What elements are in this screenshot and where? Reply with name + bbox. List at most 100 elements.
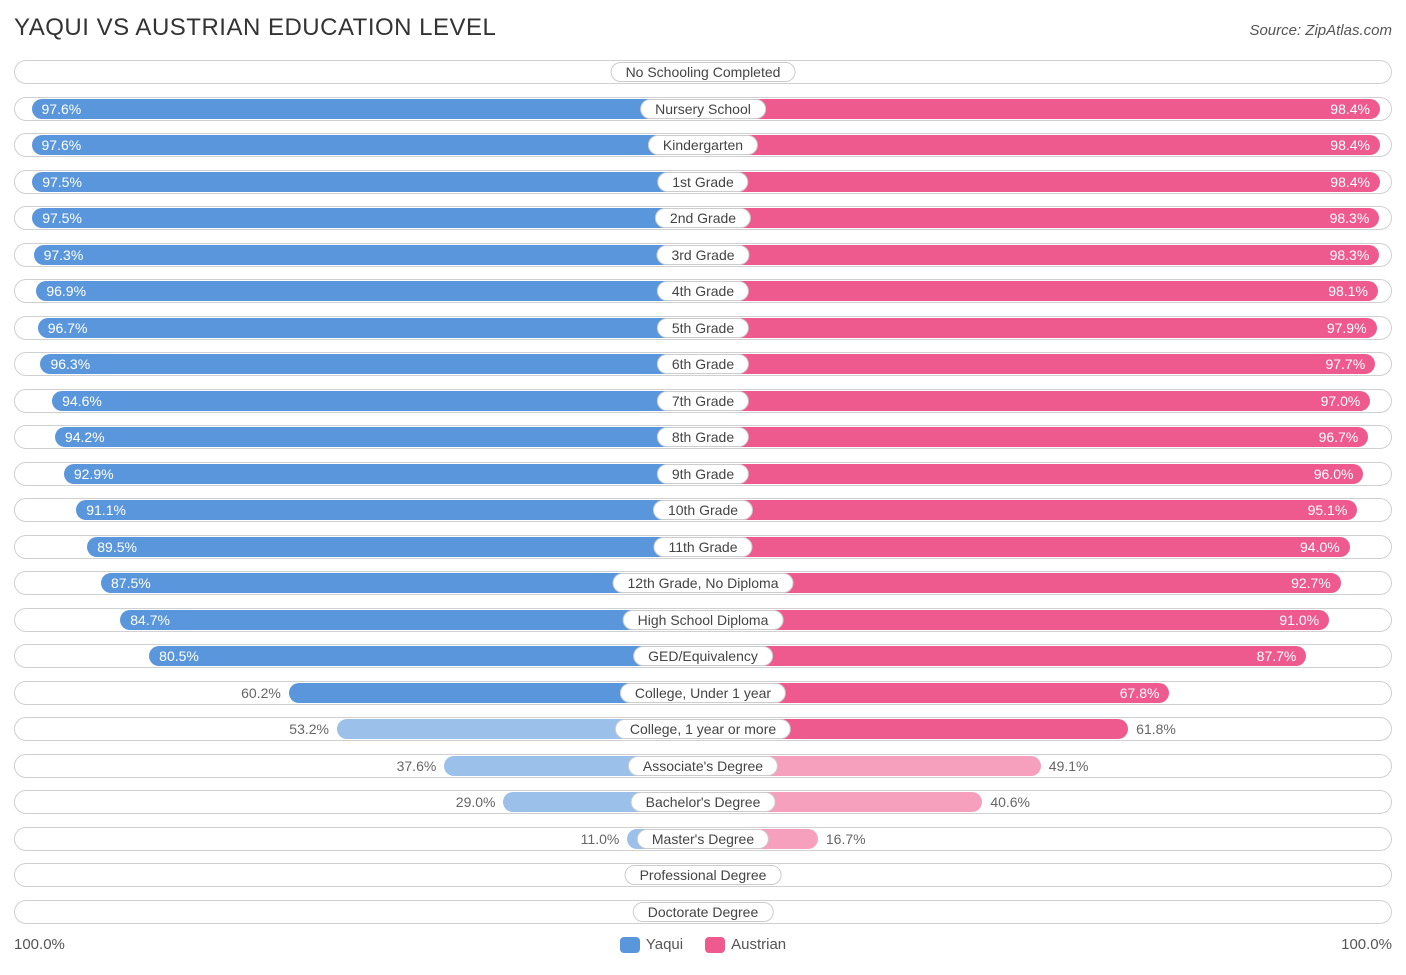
category-label: No Schooling Completed xyxy=(611,62,796,82)
diverging-bar-chart: 2.4%1.6%No Schooling Completed97.6%98.4%… xyxy=(14,60,1392,924)
category-label: 1st Grade xyxy=(657,172,748,192)
right-bar: 98.4% xyxy=(703,135,1380,155)
chart-footer: 100.0% Yaqui Austrian 100.0% xyxy=(14,936,1392,953)
legend-item-right: Austrian xyxy=(705,936,786,953)
chart-row: 1.5%2.1%Doctorate Degree xyxy=(14,900,1392,924)
left-bar: 92.9% xyxy=(64,464,703,484)
left-bar: 94.2% xyxy=(55,427,703,447)
category-label: 10th Grade xyxy=(653,500,753,520)
right-bar-value: 87.7% xyxy=(1257,646,1297,666)
left-bar-value: 96.7% xyxy=(48,318,88,338)
left-bar: 97.6% xyxy=(32,99,703,119)
chart-row: 97.5% 98.4% 1st Grade xyxy=(14,170,1392,194)
right-bar-value: 16.7% xyxy=(826,828,866,850)
right-bar-value: 91.0% xyxy=(1279,610,1319,630)
chart-title: YAQUI VS AUSTRIAN EDUCATION LEVEL xyxy=(14,14,496,42)
category-label: Doctorate Degree xyxy=(633,902,774,922)
right-bar-value: 97.9% xyxy=(1327,318,1367,338)
axis-right-max: 100.0% xyxy=(1341,936,1392,953)
category-label: 8th Grade xyxy=(657,427,749,447)
right-bar-value: 95.1% xyxy=(1308,500,1348,520)
left-bar-value: 29.0% xyxy=(456,791,496,813)
left-bar: 94.6% xyxy=(52,391,703,411)
left-bar-value: 89.5% xyxy=(97,537,137,557)
chart-row: 37.6%49.1%Associate's Degree xyxy=(14,754,1392,778)
right-bar-value: 97.0% xyxy=(1321,391,1361,411)
left-bar: 84.7% xyxy=(120,610,703,630)
axis-left-max: 100.0% xyxy=(14,936,65,953)
legend-item-left: Yaqui xyxy=(620,936,683,953)
left-bar-value: 87.5% xyxy=(111,573,151,593)
left-bar: 97.3% xyxy=(34,245,703,265)
right-bar: 94.0% xyxy=(703,537,1350,557)
right-bar-value: 97.7% xyxy=(1325,354,1365,374)
left-bar-value: 97.6% xyxy=(42,99,82,119)
category-label: GED/Equivalency xyxy=(633,646,773,666)
right-bar-value: 98.3% xyxy=(1330,245,1370,265)
category-label: 6th Grade xyxy=(657,354,749,374)
right-bar: 95.1% xyxy=(703,500,1357,520)
right-bar-value: 98.4% xyxy=(1330,172,1370,192)
left-bar: 97.6% xyxy=(32,135,703,155)
left-bar: 89.5% xyxy=(87,537,703,557)
chart-row: 94.2% 96.7% 8th Grade xyxy=(14,425,1392,449)
category-label: 3rd Grade xyxy=(656,245,749,265)
category-label: High School Diploma xyxy=(623,610,784,630)
left-bar-value: 37.6% xyxy=(397,755,437,777)
left-bar: 91.1% xyxy=(76,500,703,520)
left-bar: 97.5% xyxy=(32,208,703,228)
category-label: College, Under 1 year xyxy=(620,683,786,703)
chart-row: 96.9%98.1%4th Grade xyxy=(14,279,1392,303)
left-bar-value: 97.5% xyxy=(42,208,82,228)
category-label: 4th Grade xyxy=(657,281,749,301)
chart-row: 91.1% 95.1% 10th Grade xyxy=(14,498,1392,522)
left-bar-value: 97.5% xyxy=(42,172,82,192)
left-bar-value: 53.2% xyxy=(289,718,329,740)
right-bar-value: 96.7% xyxy=(1319,427,1359,447)
chart-row: 80.5% 87.7% GED/Equivalency xyxy=(14,644,1392,668)
right-bar: 98.3% xyxy=(703,208,1379,228)
chart-row: 60.2%67.8%College, Under 1 year xyxy=(14,681,1392,705)
chart-row: 97.5%98.3%2nd Grade xyxy=(14,206,1392,230)
chart-row: 96.3% 97.7% 6th Grade xyxy=(14,352,1392,376)
chart-row: 11.0%16.7%Master's Degree xyxy=(14,827,1392,851)
chart-row: 87.5% 92.7% 12th Grade, No Diploma xyxy=(14,571,1392,595)
left-bar: 96.3% xyxy=(40,354,703,374)
left-bar-value: 92.9% xyxy=(74,464,114,484)
chart-row: 29.0%40.6%Bachelor's Degree xyxy=(14,790,1392,814)
chart-row: 53.2%61.8%College, 1 year or more xyxy=(14,717,1392,741)
legend-swatch-right xyxy=(705,937,725,953)
right-bar-value: 49.1% xyxy=(1049,755,1089,777)
right-bar: 87.7% xyxy=(703,646,1306,666)
left-bar-value: 97.6% xyxy=(42,135,82,155)
right-bar: 96.0% xyxy=(703,464,1363,484)
category-label: 7th Grade xyxy=(657,391,749,411)
legend: Yaqui Austrian xyxy=(620,936,786,953)
left-bar-value: 84.7% xyxy=(130,610,170,630)
right-bar: 97.7% xyxy=(703,354,1375,374)
right-bar-value: 94.0% xyxy=(1300,537,1340,557)
category-label: 11th Grade xyxy=(653,537,752,557)
legend-label-right: Austrian xyxy=(731,936,786,953)
legend-swatch-left xyxy=(620,937,640,953)
right-bar: 91.0% xyxy=(703,610,1329,630)
left-bar-value: 94.2% xyxy=(65,427,105,447)
category-label: Professional Degree xyxy=(625,865,782,885)
category-label: 12th Grade, No Diploma xyxy=(613,573,794,593)
chart-row: 3.2%5.2%Professional Degree xyxy=(14,863,1392,887)
left-bar-value: 96.3% xyxy=(50,354,90,374)
left-bar-value: 94.6% xyxy=(62,391,102,411)
category-label: Nursery School xyxy=(640,99,766,119)
chart-row: 94.6% 97.0% 7th Grade xyxy=(14,389,1392,413)
right-bar: 98.4% xyxy=(703,172,1380,192)
left-bar: 80.5% xyxy=(149,646,703,666)
right-bar-value: 98.3% xyxy=(1330,208,1370,228)
right-bar-value: 92.7% xyxy=(1291,573,1331,593)
right-bar-value: 61.8% xyxy=(1136,718,1176,740)
right-bar-value: 67.8% xyxy=(1120,683,1160,703)
chart-row: 97.6%98.4%Nursery School xyxy=(14,97,1392,121)
right-bar-value: 96.0% xyxy=(1314,464,1354,484)
right-bar-value: 98.1% xyxy=(1328,281,1368,301)
chart-row: 84.7% 91.0% High School Diploma xyxy=(14,608,1392,632)
category-label: 9th Grade xyxy=(657,464,749,484)
